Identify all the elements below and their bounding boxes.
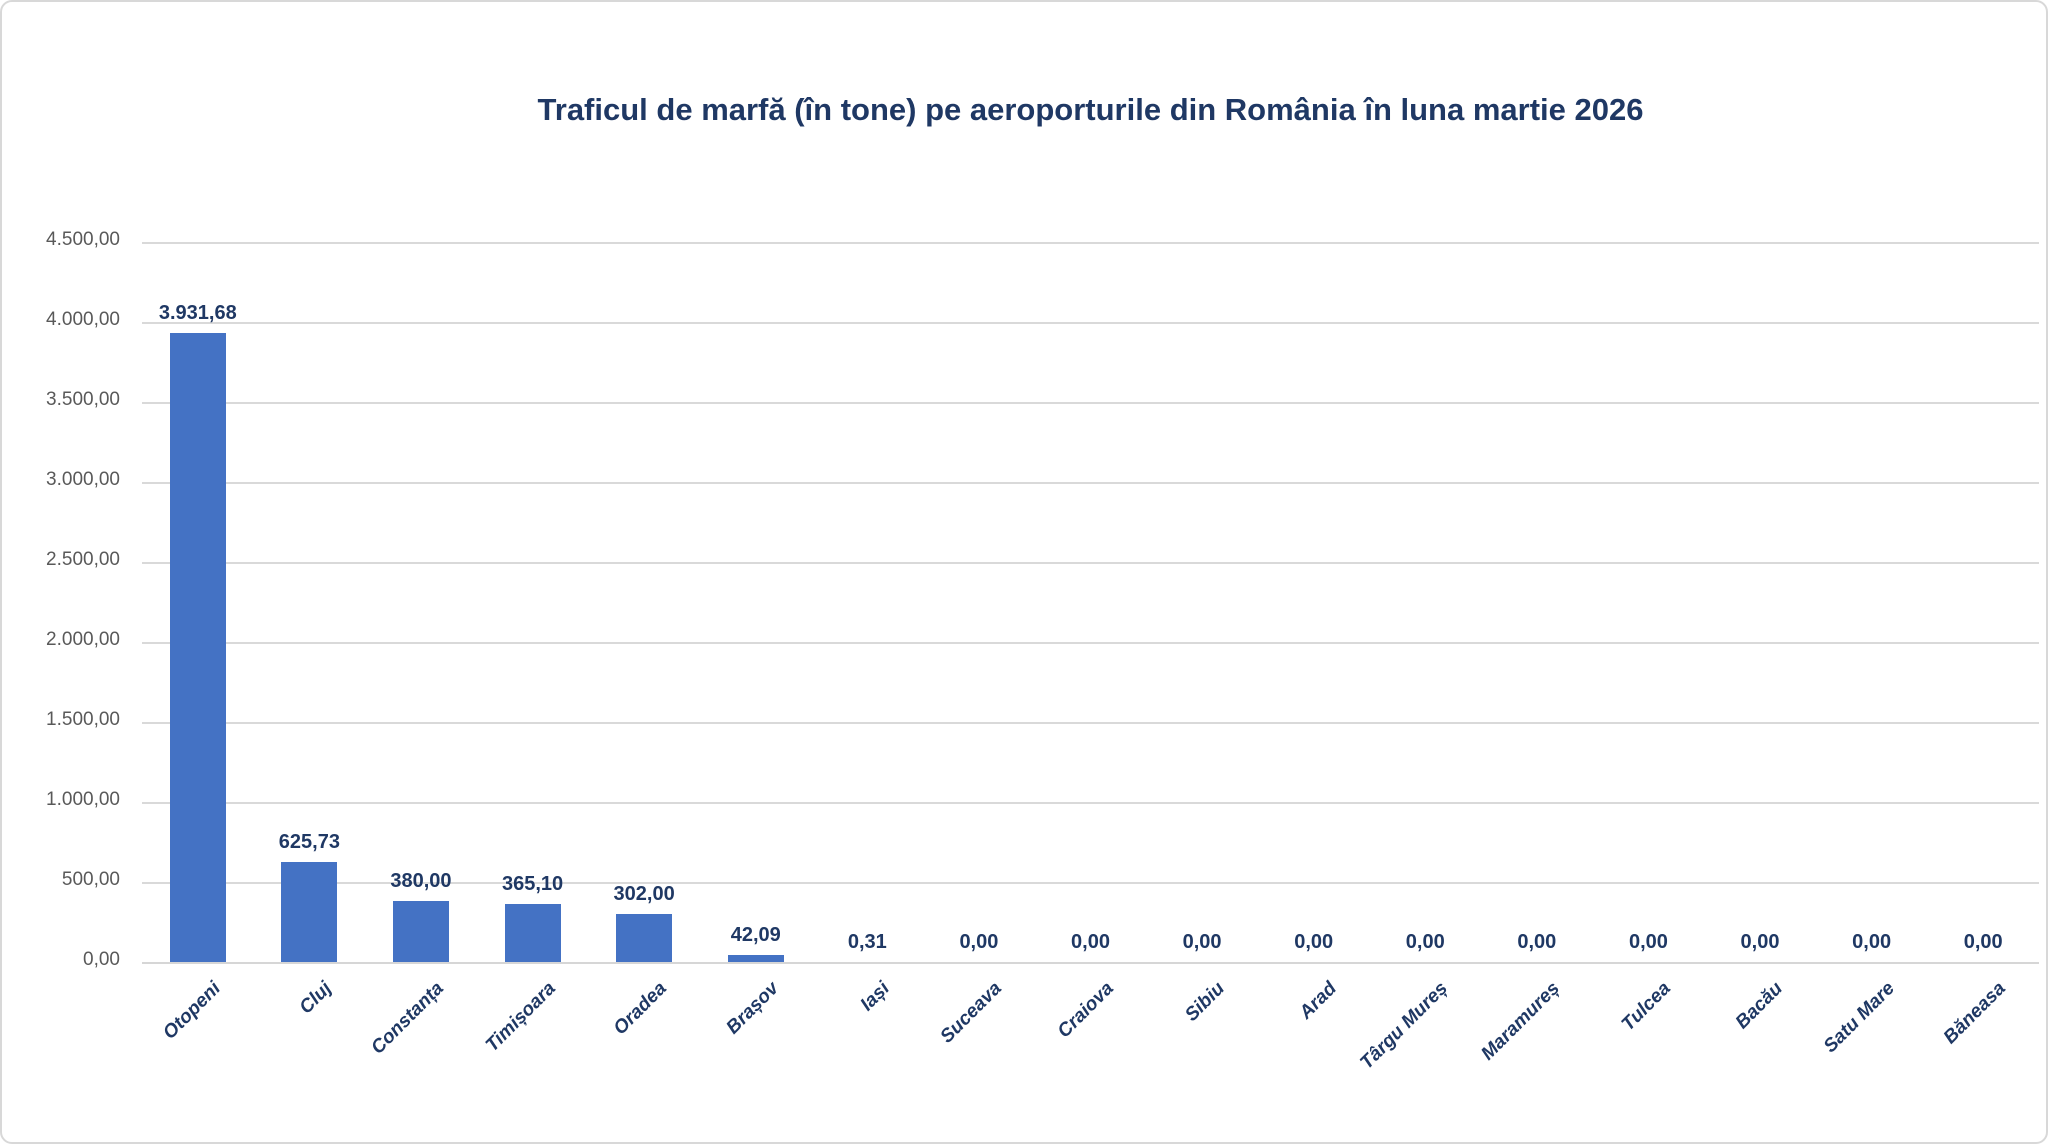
gridline xyxy=(142,242,2039,244)
bar-value-label: 0,00 xyxy=(1182,931,1222,953)
bar-timișoara[interactable] xyxy=(504,903,561,962)
bar-value-label: 302,00 xyxy=(613,882,675,905)
plot-area: 3.931,68 625,73 380,00 365,10 302,00 42,09 0,3… xyxy=(142,242,2039,964)
bar-value-label: 0,00 xyxy=(1740,931,1780,953)
bar-value-label: 0,00 xyxy=(1963,931,2003,953)
bar-value-label: 0,00 xyxy=(959,931,999,953)
bar-value-label: 380,00 xyxy=(390,870,452,893)
gridline xyxy=(142,402,2039,404)
x-axis-line xyxy=(142,962,2039,964)
y-axis-tick-label: 3.000,00 xyxy=(46,469,120,490)
bar-value-label: 0,00 xyxy=(1405,931,1445,953)
bar-otopeni[interactable] xyxy=(169,332,226,962)
x-axis-category-labels: Otopeni Cluj Constanța Timișoara Oradea Brașo… xyxy=(142,962,2039,1142)
bar-oradea[interactable] xyxy=(616,913,673,962)
bar-cluj[interactable] xyxy=(281,861,338,962)
bar-value-label: 0,00 xyxy=(1071,931,1110,953)
bar-value-label: 0,00 xyxy=(1294,931,1334,953)
y-axis-tick-label: 4.500,00 xyxy=(46,229,120,250)
chart-title: Traficul de marfă (în tone) pe aeroportu… xyxy=(537,92,1644,127)
y-axis-tick-label: 2.000,00 xyxy=(46,629,120,650)
bar-brașov[interactable] xyxy=(727,955,784,962)
gridline xyxy=(142,482,2039,484)
y-axis-tick-label: 3.500,00 xyxy=(46,389,120,410)
bar-value-label: 0,00 xyxy=(1852,931,1892,953)
bar-value-label: 42,09 xyxy=(730,924,781,947)
bar-constanța[interactable] xyxy=(392,901,449,962)
y-axis-tick-label: 1.500,00 xyxy=(46,709,120,730)
y-axis-tick-label: 500,00 xyxy=(61,869,120,890)
bar-value-label: 625,73 xyxy=(278,830,340,853)
bar-value-label: 0,31 xyxy=(847,930,887,953)
bar-value-label: 0,00 xyxy=(1517,931,1557,953)
gridline xyxy=(142,882,2039,884)
y-axis-tick-labels: 0,00 500,00 1.000,00 1.500,00 2.000,00 2.500,… xyxy=(2,229,120,970)
gridline xyxy=(142,722,2039,724)
bar-value-label: 3.931,68 xyxy=(158,301,237,324)
gridline xyxy=(142,802,2039,804)
y-axis-tick-label: 2.500,00 xyxy=(46,549,120,570)
gridline xyxy=(142,562,2039,564)
y-axis-tick-label: 1.000,00 xyxy=(46,789,120,810)
gridline xyxy=(142,642,2039,644)
gridline xyxy=(142,322,2039,324)
y-axis-tick-label: 0,00 xyxy=(83,949,120,970)
bar-value-label: 365,10 xyxy=(501,872,564,895)
bar-value-label: 0,00 xyxy=(1628,931,1668,953)
y-axis-tick-label: 4.000,00 xyxy=(46,309,120,330)
